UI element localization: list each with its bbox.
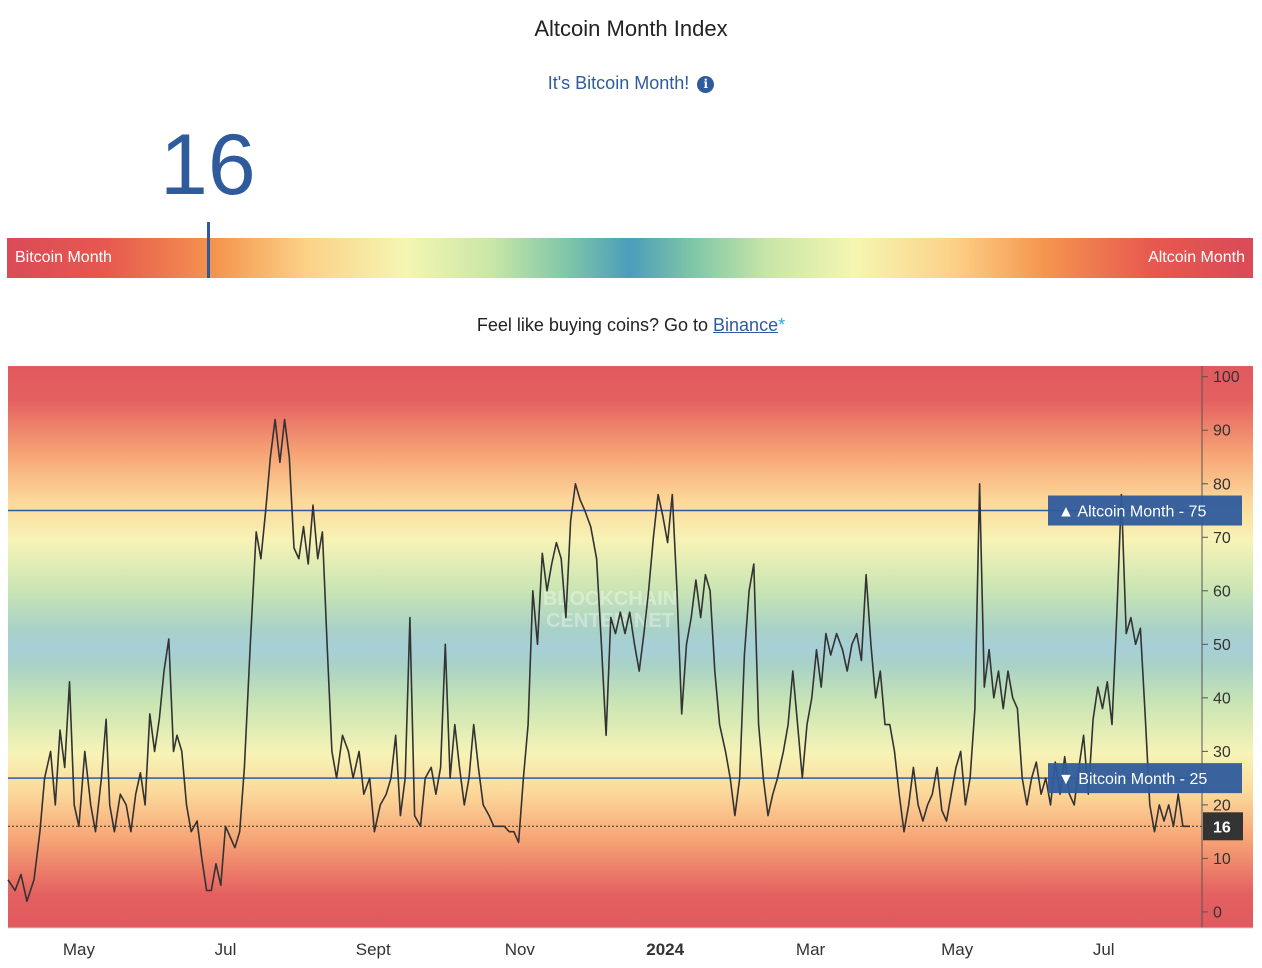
y-tick-label: 70 (1213, 530, 1231, 547)
status-text: It's Bitcoin Month! (547, 73, 690, 93)
x-tick-label: Mar (796, 940, 826, 959)
y-tick-label: 20 (1213, 797, 1231, 814)
binance-link[interactable]: Binance (713, 315, 779, 335)
y-tick-label: 100 (1213, 369, 1240, 386)
x-tick-label: Nov (505, 940, 536, 959)
promo-text: Feel like buying coins? Go to (476, 315, 709, 335)
y-tick-label: 60 (1213, 583, 1231, 600)
index-gauge-bar: Bitcoin Month Altcoin Month (7, 238, 1253, 278)
gauge-right-label: Altcoin Month (1148, 249, 1245, 266)
status-line: It's Bitcoin Month! i (0, 73, 1262, 94)
y-tick-label: 30 (1213, 744, 1231, 761)
threshold-tag-label: ▼ Bitcoin Month - 25 (1058, 771, 1207, 788)
altcoin-index-chart: BLOCKCHAIN CENTER.NET 010203040506070809… (7, 366, 1253, 968)
promo-line: Feel like buying coins? Go to Binance* (0, 315, 1262, 336)
threshold-lines (8, 509, 1202, 827)
x-tick-label: Sept (356, 940, 391, 959)
threshold-tag-25: ▼ Bitcoin Month - 25 (1048, 763, 1242, 794)
gauge-left-label: Bitcoin Month (15, 249, 112, 266)
y-tick-label: 0 (1213, 904, 1222, 921)
x-tick-label: Jul (215, 940, 237, 959)
watermark-line-1: BLOCKCHAIN (543, 588, 677, 610)
y-axis: 0 10 20 30 40 50 60 70 80 90 100 (1202, 369, 1240, 921)
current-value-label: 16 (1213, 819, 1231, 836)
threshold-tags: ▲ Altcoin Month - 75 ▼ Bitcoin Month - 25… (1048, 495, 1243, 841)
y-tick-label: 80 (1213, 476, 1231, 493)
threshold-tag-label: ▲ Altcoin Month - 75 (1058, 504, 1206, 521)
chart-background (8, 366, 1253, 928)
index-series-line (7, 418, 1190, 902)
x-tick-label: May (941, 940, 974, 959)
y-tick-label: 10 (1213, 851, 1231, 868)
x-axis-background (8, 928, 1253, 968)
x-tick-label: May (63, 940, 96, 959)
current-index-value: 16 (160, 117, 256, 213)
page-title: Altcoin Month Index (534, 16, 728, 41)
y-tick-label: 90 (1213, 423, 1231, 440)
y-tick-label: 40 (1213, 690, 1231, 707)
threshold-tag-75: ▲ Altcoin Month - 75 (1048, 495, 1242, 526)
x-tick-label: Jul (1093, 940, 1115, 959)
x-tick-label: 2024 (646, 940, 684, 959)
x-axis: May Jul Sept Nov 2024 Mar May Jul (63, 940, 1115, 959)
promo-star: * (778, 315, 786, 335)
info-icon[interactable]: i (697, 76, 715, 93)
gauge-marker (207, 222, 210, 278)
y-tick-label: 50 (1213, 637, 1231, 654)
current-value-tag: 16 (1203, 812, 1243, 841)
